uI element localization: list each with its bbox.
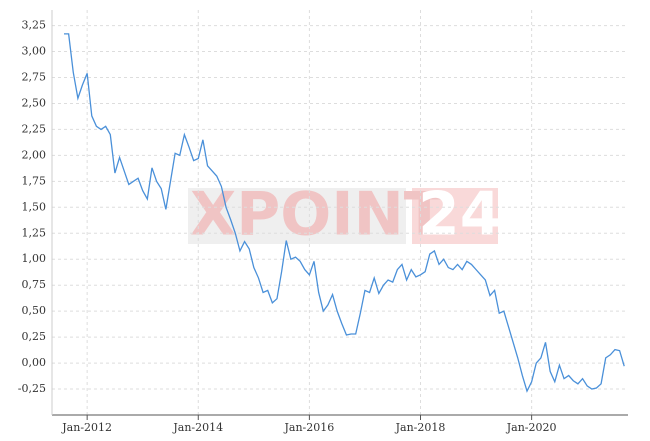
x-tick-label: Jan-2014	[172, 421, 223, 434]
y-tick-label: 0,75	[22, 278, 47, 291]
y-tick-label: 0,00	[22, 356, 47, 369]
watermark: XPOINT	[190, 180, 445, 250]
line-series	[64, 33, 625, 393]
x-tick-label: Jan-2012	[61, 421, 112, 434]
y-tick-label: 2,75	[22, 71, 47, 84]
y-tick-label: 0,25	[22, 330, 47, 343]
y-tick-label: 1,50	[22, 200, 47, 213]
y-tick-label: 2,00	[22, 148, 47, 161]
y-tick-label: 2,50	[22, 96, 47, 109]
y-tick-label: 1,75	[22, 174, 47, 187]
y-tick-label: 3,00	[22, 45, 47, 58]
x-tick-label: Jan-2018	[395, 421, 446, 434]
y-tick-label: 0,50	[22, 304, 47, 317]
y-tick-label: 2,25	[22, 122, 47, 135]
y-tick-label: -0,25	[18, 382, 46, 395]
x-tick-label: Jan-2020	[506, 421, 557, 434]
y-tick-label: 1,25	[22, 226, 47, 239]
watermark-box	[412, 188, 498, 244]
y-tick-label: 3,25	[22, 19, 47, 32]
y-tick-label: 1,00	[22, 252, 47, 265]
watermark: 24	[418, 180, 502, 250]
x-tick-label: Jan-2016	[284, 421, 335, 434]
